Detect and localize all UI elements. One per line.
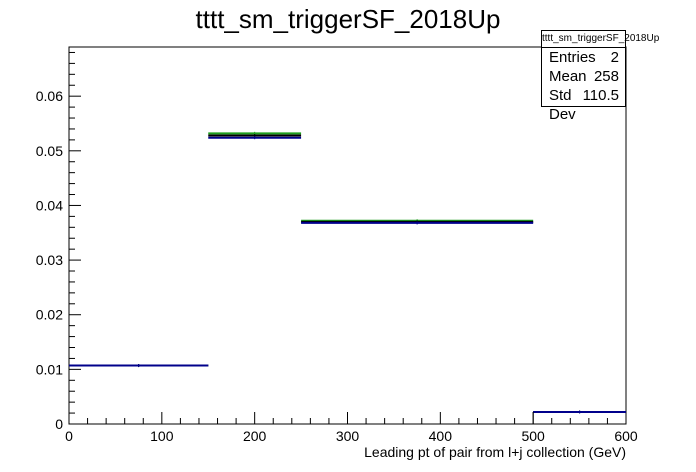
y-tick-label: 0.01 [36, 361, 63, 377]
stats-box-title: tttt_sm_triggerSF_2018Up [542, 31, 659, 48]
chart-title: tttt_sm_triggerSF_2018Up [195, 4, 501, 34]
x-tick-label: 300 [336, 428, 360, 444]
x-tick-label: 200 [243, 428, 267, 444]
stats-value: 110.5 [582, 87, 619, 104]
stats-row-stddev: Std Dev 110.5 [542, 86, 625, 123]
y-tick-label: 0 [55, 416, 63, 432]
y-tick-label: 0.05 [36, 143, 63, 159]
stats-label: Mean [549, 68, 587, 85]
x-axis: 0 100 200 300 400 500 600 [65, 412, 638, 444]
stats-value: 2 [610, 49, 619, 66]
stats-row-mean: Mean 258 [542, 67, 625, 86]
x-tick-label: 600 [614, 428, 638, 444]
x-tick-label: 0 [65, 428, 73, 444]
x-tick-label: 100 [150, 428, 174, 444]
y-tick-label: 0.04 [36, 197, 63, 213]
y-axis: 0 0.01 0.02 0.03 0.04 0.05 0.06 [36, 51, 81, 432]
x-tick-label: 500 [521, 428, 545, 444]
stats-label: Std Dev [549, 87, 576, 123]
x-tick-label: 400 [429, 428, 453, 444]
histogram-bins [69, 131, 626, 424]
y-tick-label: 0.02 [36, 307, 63, 323]
y-tick-label: 0.06 [36, 88, 63, 104]
stats-box: tttt_sm_triggerSF_2018Up Entries 2 Mean … [541, 30, 659, 123]
y-tick-label: 0.03 [36, 252, 63, 268]
stats-label: Entries [549, 49, 596, 66]
x-axis-label: Leading pt of pair from l+j collection (… [364, 444, 626, 460]
stats-value: 258 [593, 68, 619, 85]
stats-row-entries: Entries 2 [542, 48, 625, 67]
